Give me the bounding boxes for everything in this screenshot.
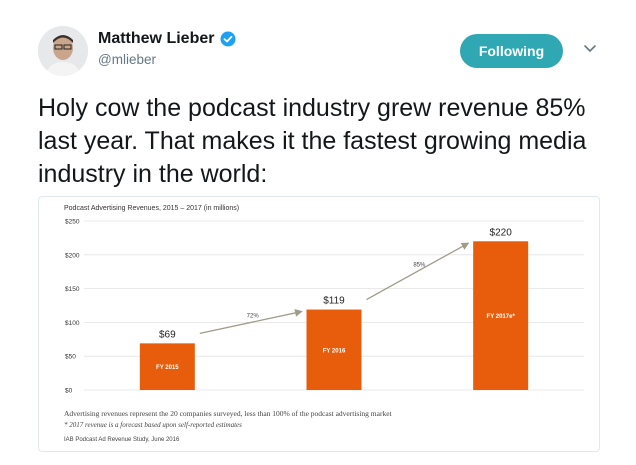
y-tick-label: $0 bbox=[65, 388, 73, 395]
chart-note: Advertising revenues represent the 20 co… bbox=[64, 409, 392, 418]
chart-title: Podcast Advertising Revenues, 2015 – 201… bbox=[64, 205, 240, 212]
verified-badge-icon bbox=[220, 31, 236, 47]
bar-value-label: $220 bbox=[490, 227, 513, 238]
y-tick-label: $150 bbox=[65, 286, 80, 293]
tweet-text: Holy cow the podcast industry grew reven… bbox=[38, 94, 587, 188]
bar-category-label: FY 2016 bbox=[323, 348, 346, 354]
growth-arrow bbox=[199, 309, 303, 334]
bar-chart: $0 $50 $100 $150 $200 $250 $69 FY 2015 $119 FY 20… bbox=[65, 219, 584, 395]
y-tick-label: $50 bbox=[65, 354, 76, 361]
author-handle[interactable]: @mlieber bbox=[98, 52, 156, 67]
author-row: Matthew Lieber bbox=[98, 30, 236, 48]
bar bbox=[139, 343, 195, 390]
growth-label: 72% bbox=[247, 313, 260, 319]
chart-footnote: * 2017 revenue is a forecast based upon … bbox=[64, 421, 242, 429]
y-tick-label: $100 bbox=[65, 320, 80, 327]
chart-source: IAB Podcast Ad Revenue Study, June 2016 bbox=[64, 437, 180, 443]
avatar[interactable] bbox=[38, 26, 88, 76]
author-name[interactable]: Matthew Lieber bbox=[98, 30, 215, 47]
bar-category-label: FY 2017e* bbox=[487, 314, 516, 320]
bar-value-label: $69 bbox=[159, 329, 176, 340]
following-button[interactable]: Following bbox=[460, 34, 563, 68]
bar bbox=[473, 241, 529, 390]
chart-image[interactable]: Podcast Advertising Revenues, 2015 – 201… bbox=[38, 196, 600, 452]
bar bbox=[306, 309, 362, 390]
chevron-down-icon[interactable] bbox=[583, 44, 597, 54]
growth-arrow bbox=[366, 242, 470, 301]
bar-category-label: FY 2015 bbox=[156, 365, 179, 371]
y-tick-label: $250 bbox=[65, 219, 80, 226]
bar-value-label: $119 bbox=[323, 296, 345, 307]
growth-label: 85% bbox=[413, 262, 426, 268]
y-tick-label: $200 bbox=[65, 252, 80, 259]
